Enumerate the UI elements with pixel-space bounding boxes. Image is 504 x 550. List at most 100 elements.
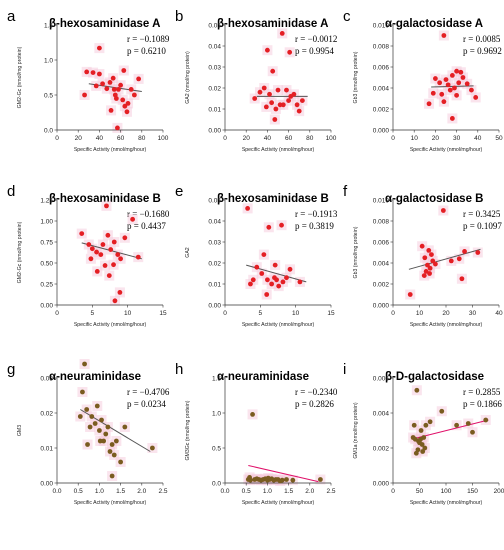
- data-point: [439, 91, 445, 97]
- data-point: [113, 438, 119, 444]
- data-point: [265, 475, 271, 481]
- point-halos: [405, 205, 483, 300]
- y-tick-label: 0.000: [373, 127, 390, 134]
- chart-panel-c: c α-galactosidase A r = 0.0085 p = 0.9692 0 1…: [343, 8, 503, 153]
- y-tick-label: 0.002: [373, 281, 390, 288]
- x-tick-label: 0: [223, 310, 227, 317]
- p-value: p = 0.6210: [127, 46, 166, 56]
- chart-title: α-neuraminidase: [217, 371, 309, 383]
- x-axis-label: Specific Activity (nmol/mg/hour): [410, 322, 483, 328]
- data-point: [452, 85, 457, 91]
- y-tick-label: 0.004: [373, 410, 390, 417]
- data-point: [420, 449, 426, 454]
- data-point: [135, 254, 141, 260]
- y-tick-label: 1.5: [44, 22, 53, 29]
- panel-letter: c: [343, 8, 351, 25]
- data-point: [284, 275, 289, 281]
- y-tick-label: 0.010: [373, 22, 390, 29]
- panel-letter: e: [175, 183, 183, 200]
- data-point: [460, 75, 466, 80]
- y-tick-label: 0.008: [373, 218, 390, 225]
- data-point: [85, 442, 90, 447]
- data-point: [100, 242, 106, 247]
- x-axis-label: Specific Activity (nmol/mg/hour): [410, 147, 483, 153]
- x-tick-label: 0: [391, 488, 395, 495]
- data-point: [430, 258, 436, 264]
- panel-letter: d: [7, 183, 15, 200]
- data-point: [456, 256, 462, 262]
- y-tick-label: 0.05: [208, 197, 221, 204]
- data-point: [118, 82, 123, 88]
- data-point: [94, 249, 99, 255]
- data-point: [108, 108, 114, 113]
- data-point: [297, 279, 303, 285]
- data-point: [279, 31, 285, 36]
- data-point: [422, 445, 428, 451]
- y-tick-label: 0.04: [208, 218, 221, 225]
- data-point: [99, 417, 104, 423]
- x-tick-label: 20: [243, 135, 251, 142]
- data-point: [454, 68, 459, 74]
- p-value: p = 0.2826: [295, 399, 334, 409]
- data-point: [279, 222, 284, 228]
- y-tick-label: 0.00: [208, 127, 221, 134]
- x-tick-label: 40: [96, 135, 104, 142]
- data-point: [84, 407, 90, 412]
- y-tick-label: 0.006: [373, 239, 390, 246]
- x-tick-label: 5: [259, 310, 263, 317]
- point-halos: [243, 409, 326, 486]
- y-tick-label: 0.0: [212, 480, 221, 487]
- y-tick-label: 0.50: [40, 260, 53, 267]
- chart-title: α-galactosidase B: [385, 193, 483, 205]
- panel-letter: i: [343, 361, 346, 378]
- y-tick-label: 0.25: [40, 281, 53, 288]
- p-value: p = 0.9692: [463, 46, 502, 56]
- data-point: [112, 298, 118, 304]
- data-point: [107, 80, 113, 85]
- data-point: [111, 262, 116, 268]
- x-tick-label: 20: [75, 135, 83, 142]
- chart-panel-b: b β-hexosaminidase A r = −0.0012 p = 0.9954…: [175, 8, 337, 153]
- y-axis-label: GA2: [185, 247, 191, 257]
- r-value: r = −0.2340: [295, 387, 338, 397]
- data-point: [269, 281, 275, 287]
- x-axis-label: Specific Activity (nmol/mg/hour): [74, 147, 147, 153]
- data-point: [473, 95, 479, 100]
- data-point: [117, 290, 123, 295]
- y-tick-label: 0.00: [40, 480, 53, 487]
- data-point: [437, 80, 443, 86]
- data-point: [257, 89, 263, 95]
- r-value: r = −0.1680: [127, 209, 170, 219]
- x-tick-label: 40: [264, 135, 272, 142]
- y-tick-label: 0.02: [208, 260, 221, 267]
- data-point: [82, 92, 87, 98]
- data-point: [111, 452, 117, 458]
- x-axis-label: Specific Activity (nmol/mg/hour): [74, 322, 147, 328]
- data-point: [299, 98, 305, 103]
- x-tick-label: 2.0: [137, 488, 146, 495]
- data-point: [261, 252, 267, 257]
- x-tick-label: 0.0: [220, 488, 229, 495]
- p-value: p = 0.4437: [127, 221, 166, 231]
- y-tick-label: 0.000: [373, 480, 390, 487]
- y-axis-label: GM2-Gc (nmol/mg protein): [17, 221, 23, 283]
- data-point: [291, 91, 297, 97]
- data-point: [419, 442, 425, 447]
- y-axis-label: GM2-Gc (nmol/mg protein): [17, 46, 23, 108]
- y-tick-label: 0.002: [373, 106, 390, 113]
- data-point: [90, 70, 96, 75]
- panel-letter: b: [175, 8, 183, 25]
- x-tick-label: 2.5: [158, 488, 167, 495]
- chart-panel-h: h α-neuraminidase r = −0.2340 p = 0.2826 0.0…: [175, 361, 338, 506]
- y-tick-label: 0.002: [373, 445, 390, 452]
- data-point: [94, 403, 100, 409]
- chart-title: β-hexosaminidase B: [217, 193, 329, 205]
- x-tick-label: 100: [326, 135, 337, 142]
- data-point: [120, 97, 126, 103]
- data-point: [414, 387, 420, 393]
- y-tick-label: 1.5: [212, 375, 221, 382]
- data-point: [252, 96, 258, 101]
- r-value: r = 0.3425: [463, 209, 501, 219]
- data-point: [280, 102, 286, 108]
- data-point: [259, 271, 265, 276]
